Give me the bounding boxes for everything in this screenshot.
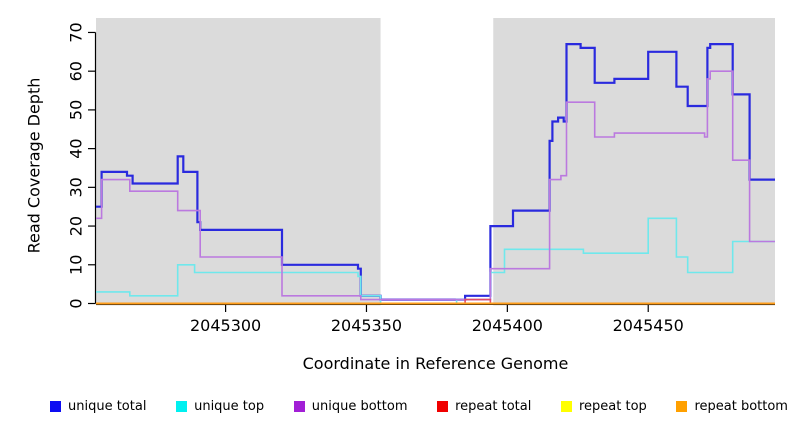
legend-swatch-unique-top xyxy=(176,401,188,412)
x-tick-label: 2045400 xyxy=(472,316,543,335)
legend-label: repeat total xyxy=(455,399,532,414)
series-unique-total xyxy=(96,43,775,301)
legend-item-repeat-bottom: repeat bottom xyxy=(676,399,788,414)
legend-swatch-repeat-top xyxy=(561,401,572,412)
legend-label: unique bottom xyxy=(311,399,408,414)
x-tick-label: 2045300 xyxy=(190,316,261,335)
series-unique-bottom xyxy=(96,70,775,301)
y-tick-label: 30 xyxy=(67,177,86,197)
legend-swatch-unique-total xyxy=(50,401,61,412)
y-axis-title: Read Coverage Depth xyxy=(24,77,44,254)
no-data-band xyxy=(380,18,494,306)
legend-swatch-repeat-total xyxy=(437,401,449,412)
legend-label: unique total xyxy=(68,399,147,414)
y-tick-label: 60 xyxy=(67,61,86,81)
legend-item-unique-top: unique top xyxy=(176,399,264,414)
x-tick-label: 2045450 xyxy=(613,316,684,335)
legend-label: repeat bottom xyxy=(694,399,788,414)
legend-item-unique-bottom: unique bottom xyxy=(293,399,408,414)
y-tick-label: 40 xyxy=(67,138,86,158)
legend-swatch-repeat-bottom xyxy=(676,401,688,412)
legend-label: unique top xyxy=(194,399,265,414)
legend-item-repeat-top: repeat top xyxy=(561,399,647,414)
y-tick-label: 50 xyxy=(67,100,86,120)
x-axis-title: Coordinate in Reference Genome xyxy=(302,354,569,373)
legend-label: repeat top xyxy=(579,399,647,414)
legend-item-unique-total: unique total xyxy=(50,399,146,414)
x-tick-label: 2045350 xyxy=(331,316,402,335)
legend-swatch-unique-bottom xyxy=(293,401,305,412)
y-tick-label: 20 xyxy=(67,216,86,236)
y-tick-label: 70 xyxy=(67,22,86,42)
legend: unique total unique top unique bottom repea… xyxy=(50,399,788,414)
legend-item-repeat-total: repeat total xyxy=(437,399,531,414)
y-tick-label: 0 xyxy=(67,298,86,308)
y-tick-label: 10 xyxy=(67,255,86,275)
